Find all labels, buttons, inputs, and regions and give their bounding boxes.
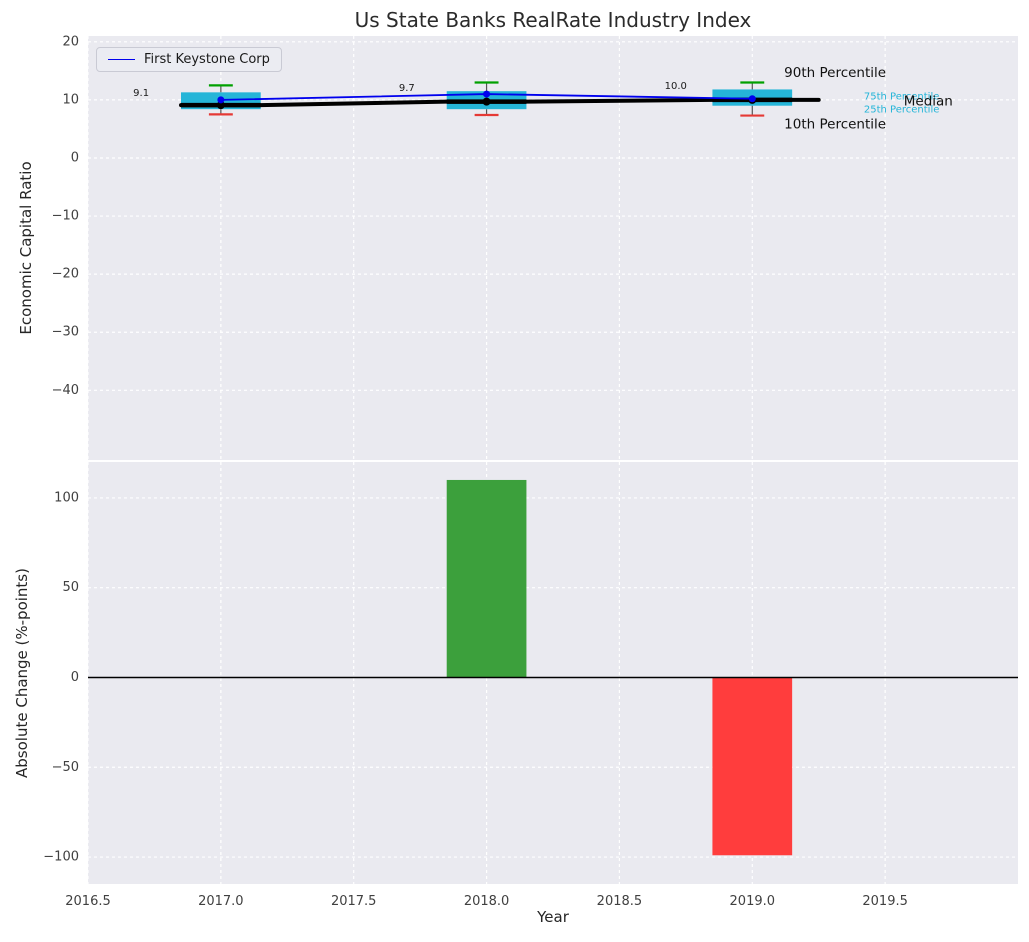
y-tick-label: 100 — [54, 490, 79, 505]
x-tick-label: 2016.5 — [65, 894, 111, 909]
y-tick-label: −100 — [43, 850, 79, 865]
y-tick-label: −40 — [52, 383, 79, 398]
median-value-label: 9.1 — [133, 88, 149, 99]
y-tick-label: 0 — [71, 670, 79, 685]
median-value-label: 9.7 — [399, 83, 415, 94]
x-tick-label: 2017.5 — [331, 894, 377, 909]
company-marker — [483, 90, 491, 98]
y-tick-label: −20 — [52, 267, 79, 282]
y-tick-label: −30 — [52, 325, 79, 340]
x-tick-label: 2019.0 — [730, 894, 776, 909]
median-marker — [482, 97, 491, 106]
bottom-y-axis-label: Absolute Change (%-points) — [13, 568, 31, 778]
bar-2018 — [446, 479, 527, 678]
y-tick-label: −10 — [52, 209, 79, 224]
legend-line-sample-icon — [108, 59, 135, 60]
percentile-label: 75th Percentile — [864, 91, 940, 102]
y-tick-label: 20 — [62, 34, 79, 49]
axes-background-1 — [88, 462, 1018, 884]
median-line — [179, 97, 821, 108]
y-tick-label: 50 — [62, 580, 79, 595]
bar-2019 — [712, 677, 793, 856]
median-value-label: 10.0 — [665, 81, 687, 92]
x-tick-label: 2018.5 — [597, 894, 643, 909]
median-marker — [216, 101, 225, 110]
percentile-label: 90th Percentile — [784, 65, 886, 81]
percentile-label: 25th Percentile — [864, 104, 940, 115]
legend: First Keystone Corp — [96, 47, 282, 72]
chart-title: Us State Banks RealRate Industry Index — [354, 8, 752, 32]
y-tick-label: 10 — [62, 92, 79, 107]
company-marker — [748, 95, 756, 103]
company-marker — [217, 96, 225, 104]
percentile-label: Median — [904, 94, 953, 110]
y-tick-label: 0 — [71, 150, 79, 165]
x-tick-label: 2018.0 — [464, 894, 510, 909]
legend-label: First Keystone Corp — [144, 52, 270, 67]
x-axis-label: Year — [537, 908, 569, 926]
top-y-axis-label: Economic Capital Ratio — [17, 161, 35, 335]
x-tick-label: 2017.0 — [198, 894, 244, 909]
y-tick-label: −50 — [52, 760, 79, 775]
percentile-label: 10th Percentile — [784, 116, 886, 132]
x-tick-label: 2019.5 — [862, 894, 908, 909]
